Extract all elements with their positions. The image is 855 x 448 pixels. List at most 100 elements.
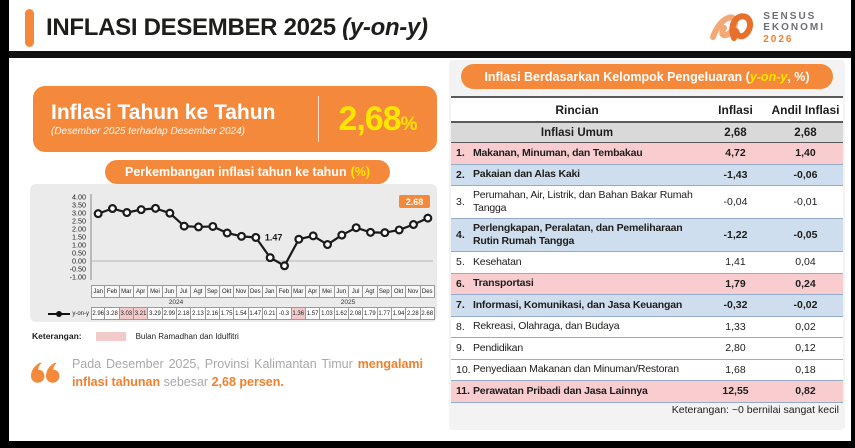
summary-box: Inflasi Tahun ke Tahun (Desember 2025 te… — [33, 86, 437, 152]
value-cell: 1.62 — [334, 307, 349, 320]
summary-box-text: Inflasi Tahun ke Tahun (Desember 2025 te… — [33, 101, 318, 137]
summary-row-label: Inflasi Umum — [540, 126, 614, 139]
value-cell: 1.79 — [363, 307, 378, 320]
month-cell: Mar — [119, 285, 134, 298]
svg-text:1.00: 1.00 — [72, 241, 86, 250]
row-andil: 1,40 — [795, 147, 816, 160]
svg-text:4.00: 4.00 — [72, 193, 86, 202]
value-cell: 2.08 — [348, 307, 364, 320]
column-andil-inflasi: Andil Inflasi — [771, 102, 840, 117]
column-rincian: Rincian — [555, 102, 599, 117]
month-cell: Jun — [162, 285, 177, 298]
page-title-suffix: (y-on-y) — [342, 14, 428, 41]
month-cell: Des — [248, 285, 263, 298]
month-cell: Mar — [291, 285, 306, 298]
month-cell: Nov — [406, 285, 421, 298]
row-number: 10. — [456, 363, 471, 376]
value-cell: 1.57 — [305, 307, 321, 320]
table-row: 1. Makanan, Minuman, dan Tembakau 4,72 1,40 — [451, 143, 843, 165]
month-cell: Nov — [234, 285, 249, 298]
value-cell: 3.21 — [133, 307, 149, 320]
summary-divider — [318, 96, 319, 142]
table-rows: 1. Makanan, Minuman, dan Tembakau 4,72 1,40… — [451, 143, 843, 403]
row-label-cell: 5. Kesehatan — [451, 256, 703, 269]
quote-part3: . — [280, 374, 284, 389]
row-inflasi: 1,41 — [725, 256, 746, 269]
value-cell: 2.16 — [205, 307, 220, 320]
value-cell: 3.29 — [148, 307, 163, 320]
table-header-row: Rincian Inflasi Andil Inflasi — [451, 98, 843, 123]
chart-title-unit: (%) — [350, 165, 371, 179]
row-number: 7. — [456, 299, 465, 312]
svg-text:1.47: 1.47 — [265, 232, 283, 242]
row-label-cell: 8. Rekreasi, Olahraga, dan Budaya — [451, 320, 703, 333]
summary-value-unit: % — [400, 113, 418, 135]
table-row: 6. Transportasi 1,79 0,24 — [451, 273, 843, 295]
row-number: 11. — [456, 385, 471, 398]
row-number: 8. — [456, 320, 465, 333]
row-number: 1. — [456, 147, 465, 160]
row-number: 6. — [456, 277, 465, 290]
svg-text:3.50: 3.50 — [72, 201, 86, 210]
month-cell: Feb — [105, 285, 120, 298]
row-andil: -0,06 — [793, 168, 818, 181]
table-row: 2. Pakaian dan Alas Kaki -1,43 -0,06 — [451, 164, 843, 186]
logo-line-year: 2026 — [763, 33, 794, 45]
expenditure-table: Rincian Inflasi Andil Inflasi Inflasi Um… — [451, 96, 843, 403]
row-label-cell: 4. Perlengkapan, Peralatan, dan Pemelihar… — [451, 222, 703, 248]
value-cell: 3.28 — [105, 307, 120, 320]
table-row: 9. Pendidikan 2,80 0,12 — [451, 338, 843, 360]
svg-text:1.50: 1.50 — [72, 233, 86, 242]
series-name: y-on-y — [72, 310, 89, 317]
row-inflasi: -1,43 — [723, 168, 748, 181]
quote-text: Pada Desember 2025, Provinsi Kalimantan … — [72, 356, 423, 391]
quote-highlight1: mengalami inflasi tahunan — [71, 357, 423, 389]
svg-text:3.00: 3.00 — [72, 209, 86, 218]
quote-highlight2: 2,68 persen — [211, 374, 281, 389]
value-cell: 2.28 — [406, 307, 421, 320]
value-cell: 1.47 — [248, 307, 263, 320]
column-inflasi: Inflasi — [718, 102, 753, 117]
value-cell: 1.54 — [234, 307, 249, 320]
value-cell: 1.94 — [391, 307, 407, 320]
row-inflasi: 4,72 — [725, 147, 746, 160]
chart-title-pill: Perkembangan inflasi tahun ke tahun (%) — [105, 160, 391, 184]
value-cell: 1.75 — [219, 307, 235, 320]
chart-legend-note: Keterangan: Bulan Ramadhan dan Idulfitri — [32, 331, 239, 341]
svg-text:-0.50: -0.50 — [70, 265, 86, 274]
svg-text:0.50: 0.50 — [72, 249, 86, 258]
row-label: Perlengkapan, Peralatan, dan Pemeliharaa… — [473, 221, 683, 247]
quote-icon — [31, 362, 60, 383]
row-label: Rekreasi, Olahraga, dan Budaya — [473, 320, 620, 333]
table-row: 7. Informasi, Komunikasi, dan Jasa Keuang… — [451, 295, 843, 317]
row-andil: -0,05 — [793, 229, 818, 241]
month-cell: Okt — [219, 285, 235, 298]
month-cell: Jan — [262, 285, 278, 298]
month-cell: Jul — [348, 285, 364, 298]
row-number: 4. — [456, 229, 465, 241]
svg-text:2.00: 2.00 — [72, 225, 86, 234]
page-title: INFLASI DESEMBER 2025 (y-on-y) — [46, 14, 428, 42]
svg-text:2.50: 2.50 — [72, 217, 86, 226]
summary-value: 2,68% — [319, 100, 437, 139]
month-cell: Jul — [176, 285, 192, 298]
row-label: Pendidikan — [473, 341, 523, 354]
summary-subtitle: (Desember 2025 terhadap Desember 2024) — [51, 126, 245, 138]
chart-months-row: Jan Feb Mar Apr Mei Jun Jul Agt Sep Okt Nov Des Jan F… — [31, 285, 437, 298]
month-cell: Okt — [391, 285, 407, 298]
value-cell: 0.21 — [262, 307, 278, 320]
chart-title-text: Perkembangan inflasi tahun ke tahun — [125, 165, 347, 179]
month-cell: Mei — [148, 285, 163, 298]
row-inflasi: -0,04 — [723, 196, 748, 208]
month-cell: Sep — [377, 285, 392, 298]
table-row: 8. Rekreasi, Olahraga, dan Budaya 1,33 0,02 — [451, 316, 843, 338]
chart-values-row: y-on-y 2.96 3.28 3.03 3.21 3.29 2.99 2.18 2.13 2.… — [31, 307, 437, 320]
quote-part1: Pada Desember 2025, Provinsi Kalimantan … — [71, 357, 358, 371]
quote-part2: sebesar — [160, 374, 212, 389]
row-andil: -0,01 — [793, 196, 818, 208]
year-label: 2025 — [340, 299, 356, 306]
year-label: 2024 — [168, 299, 184, 306]
row-number: 2. — [456, 168, 465, 181]
summary-row-inflasi: 2,68 — [724, 126, 747, 139]
logo-line-ekonomi: EKONOMI — [763, 22, 825, 34]
